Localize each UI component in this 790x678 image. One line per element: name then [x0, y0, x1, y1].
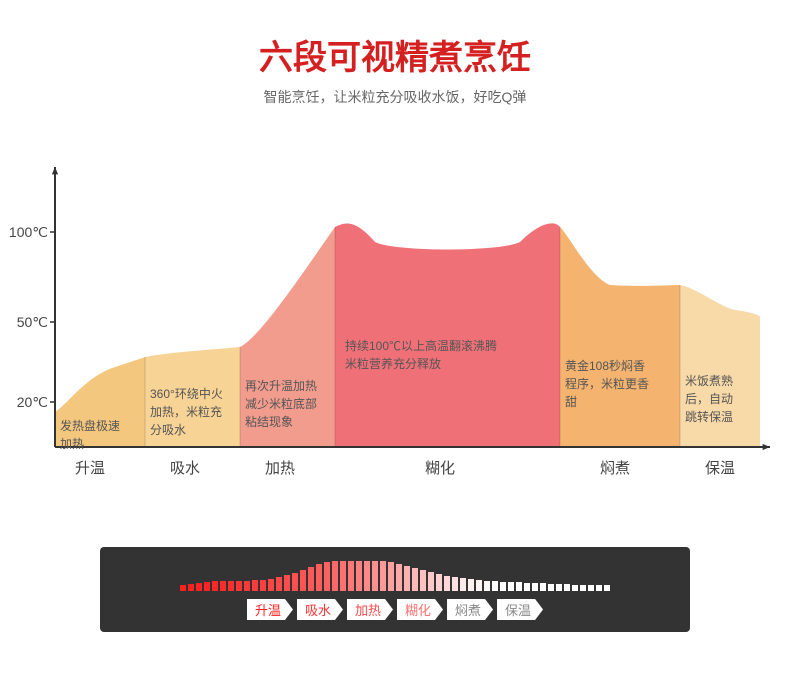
segment-desc-焖煮: 黄金108秒焖香程序，米粒更香甜 — [565, 357, 649, 411]
x-label-糊化: 糊化 — [410, 457, 470, 478]
strip-bar — [500, 582, 506, 591]
strip-bar — [340, 561, 346, 591]
strip-bar — [404, 566, 410, 591]
strip-bar — [204, 582, 210, 591]
strip-bar — [564, 584, 570, 591]
strip-bar — [532, 583, 538, 591]
segment-desc-吸水: 360°环绕中火加热，米粒充分吸水 — [150, 385, 223, 439]
cooking-chart: 100℃ 50℃ 20℃ 升温 发热盘极速加热吸水 360°环绕中火加热，米粒充分吸水加热… — [0, 127, 790, 507]
chart-segment-焖煮 — [560, 227, 680, 447]
strip-label-焖煮: 焖煮 — [447, 599, 493, 620]
strip-bar — [580, 585, 586, 591]
strip-bar — [428, 572, 434, 591]
strip-bar — [196, 583, 202, 591]
strip-bar — [236, 581, 242, 591]
strip-bar — [252, 580, 258, 591]
strip-bar — [452, 577, 458, 591]
strip-bar — [492, 581, 498, 591]
strip-bar — [420, 570, 426, 591]
strip-bar — [324, 562, 330, 591]
strip-bar — [308, 567, 314, 591]
x-label-焖煮: 焖煮 — [585, 457, 645, 478]
strip-labels: 升温吸水加热糊化焖煮保温 — [120, 599, 670, 620]
y-tick-label: 50℃ — [8, 314, 48, 331]
header: 六段可视精煮烹饪 智能烹饪，让米粒充分吸收水饭，好吃Q弹 — [0, 0, 790, 117]
strip-bar — [260, 580, 266, 591]
page-title: 六段可视精煮烹饪 — [0, 30, 790, 79]
strip-label-吸水: 吸水 — [297, 599, 343, 620]
strip-bar — [444, 576, 450, 591]
strip-area: 升温吸水加热糊化焖煮保温 — [0, 527, 790, 647]
strip-bar — [596, 585, 602, 591]
strip-bar — [460, 578, 466, 591]
strip-bar — [388, 562, 394, 591]
strip-bar — [412, 568, 418, 591]
strip-bar — [572, 585, 578, 591]
strip-box: 升温吸水加热糊化焖煮保温 — [100, 547, 690, 632]
strip-bar — [284, 575, 290, 591]
strip-bar — [508, 582, 514, 591]
segment-desc-糊化: 持续100℃以上高温翻滚沸腾米粒营养充分释放 — [345, 337, 497, 373]
strip-bar — [588, 585, 594, 591]
strip-bar — [380, 561, 386, 591]
y-tick-label: 20℃ — [8, 394, 48, 411]
segment-desc-升温: 发热盘极速加热 — [60, 417, 120, 453]
strip-label-升温: 升温 — [247, 599, 293, 620]
strip-label-保温: 保温 — [497, 599, 543, 620]
strip-bar — [276, 577, 282, 591]
strip-bar — [180, 585, 186, 591]
x-label-保温: 保温 — [690, 457, 750, 478]
y-tick-label: 100℃ — [8, 224, 48, 241]
segment-desc-加热: 再次升温加热减少米粒底部粘结现象 — [245, 377, 317, 431]
strip-bar — [604, 585, 610, 591]
strip-bar — [292, 573, 298, 591]
strip-bar — [348, 561, 354, 591]
strip-bar — [540, 583, 546, 591]
strip-bar — [332, 561, 338, 591]
strip-bar — [516, 582, 522, 591]
strip-bar — [356, 561, 362, 591]
page-subtitle: 智能烹饪，让米粒充分吸收水饭，好吃Q弹 — [0, 87, 790, 107]
strip-label-加热: 加热 — [347, 599, 393, 620]
segment-desc-保温: 米饭煮熟后，自动跳转保温 — [685, 372, 733, 426]
strip-bar — [316, 564, 322, 591]
strip-bar — [188, 584, 194, 591]
strip-bar — [436, 574, 442, 591]
strip-bar — [524, 583, 530, 591]
strip-bar — [484, 581, 490, 591]
x-label-升温: 升温 — [60, 457, 120, 478]
strip-bar — [268, 579, 274, 591]
strip-bars — [120, 561, 670, 591]
x-label-加热: 加热 — [250, 457, 310, 478]
strip-bar — [548, 584, 554, 591]
strip-bar — [396, 564, 402, 591]
strip-bar — [468, 579, 474, 591]
strip-bar — [244, 581, 250, 591]
chart-segment-糊化 — [335, 223, 560, 447]
strip-bar — [212, 581, 218, 591]
strip-bar — [476, 580, 482, 591]
strip-bar — [228, 581, 234, 591]
x-label-吸水: 吸水 — [155, 457, 215, 478]
strip-bar — [364, 561, 370, 591]
strip-label-糊化: 糊化 — [397, 599, 443, 620]
strip-bar — [556, 584, 562, 591]
strip-bar — [300, 570, 306, 591]
strip-bar — [220, 581, 226, 591]
strip-bar — [372, 561, 378, 591]
